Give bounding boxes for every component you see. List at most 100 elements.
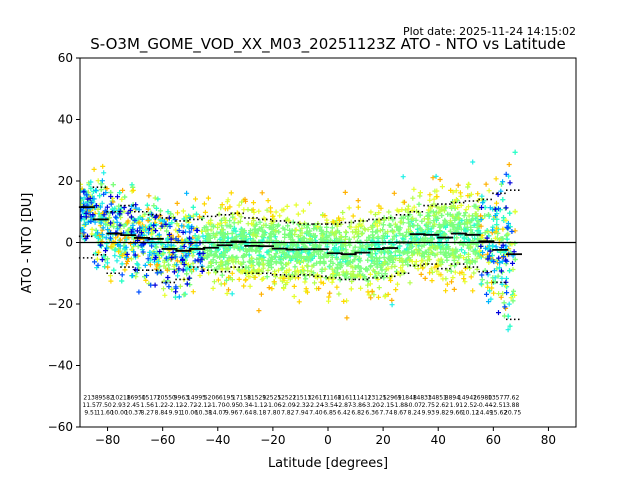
bin-annotation-value: -2.24 (308, 402, 324, 409)
x-tick-label: 80 (541, 433, 556, 447)
bin-annotation-value: 9.51 (84, 410, 98, 417)
bin-annotation-value: 10550 (157, 394, 176, 401)
bin-annotation-value: 16980 (473, 394, 492, 401)
bin-annotation-value: 12969 (383, 394, 402, 401)
bin-annotation-value: 2.93 (112, 402, 126, 409)
chart-title: S-O3M_GOME_VOD_XX_M03_20251123Z ATO - NT… (90, 35, 566, 54)
bin-annotation-value: 11529 (247, 394, 266, 401)
bin-annotation-value: 20.75 (504, 410, 521, 417)
bin-annotation-value: -3.20 (364, 402, 380, 409)
bin-annotation-value: -0.95 (224, 402, 240, 409)
x-tick-label: −60 (150, 433, 175, 447)
bin-annotation-value: 7.74 (379, 410, 393, 417)
bin-annotation-value: 10.00 (111, 410, 128, 417)
bin-annotation-value: -2.12 (196, 402, 212, 409)
bin-annotations: 2138 958210218169501517210550996314995520… (82, 394, 521, 416)
bin-annotation-value: -1.88 (392, 402, 408, 409)
x-tick-label: 60 (486, 433, 501, 447)
bin-annotation-value: 12617 (307, 394, 326, 401)
bin-annotation-value: -2.87 (336, 402, 352, 409)
bin-annotation-value: 10.37 (125, 410, 142, 417)
x-tick-label: 40 (431, 433, 446, 447)
bin-annotation-value: 8.24 (408, 410, 422, 417)
x-axis-label: Latitude [degrees] (268, 456, 388, 471)
x-tick-label: 20 (375, 433, 390, 447)
y-tick-label: 0 (65, 236, 73, 250)
bin-annotation-value: 8.67 (394, 410, 408, 417)
bin-annotation-value: 14.07 (209, 410, 226, 417)
bin-annotation-value: 0.34 (239, 402, 253, 409)
bin-annotation-value: 10.38 (195, 410, 212, 417)
bin-annotation-value: 2138 (83, 394, 98, 401)
plot-date: Plot date: 2025-11-24 14:15:02 (403, 25, 576, 38)
x-axis: −80 −60 −40 −20 0 20 40 60 80 (95, 427, 556, 447)
bin-annotation-value: 11611 (337, 394, 356, 401)
bin-annotation-value: 14.49 (476, 410, 493, 417)
bin-annotation-value: 14833 (413, 394, 432, 401)
bin-annotation-value: -2.09 (280, 402, 296, 409)
bin-annotation-value: 2.75 (422, 402, 436, 409)
bin-annotation-value: 6.82 (351, 410, 365, 417)
bin-annotation-value: 8.18 (253, 410, 267, 417)
bin-annotation-value: 2.62 (436, 402, 450, 409)
bin-annotation-value: -1.70 (210, 402, 226, 409)
bin-annotation-value: 7.82 (281, 410, 295, 417)
bin-annotation-value: 7.80 (267, 410, 281, 417)
bin-annotation-value: -0.44 (477, 402, 493, 409)
bin-annotation-value: -1.12 (252, 402, 268, 409)
bin-annotation-value: 11.60 (96, 410, 113, 417)
bin-annotation-value: -1.06 (266, 402, 282, 409)
bin-annotation-value: 1.91 (450, 402, 464, 409)
bin-annotation-value: 11.57 (82, 402, 99, 409)
y-tick-label: −60 (48, 420, 73, 434)
bin-annotation-value: 6.42 (337, 410, 351, 417)
bin-annotation-value: 2.52 (464, 402, 478, 409)
bin-annotation-value: 6.36 (365, 410, 379, 417)
bin-annotation-value: 17158 (232, 394, 251, 401)
bin-annotation-value: 7.40 (309, 410, 323, 417)
bin-annotation-value: 8.84 (155, 410, 169, 417)
bin-annotation-value: -0.07 (406, 402, 422, 409)
bin-annotation-value: 9.82 (436, 410, 450, 417)
bin-annotation-value: 8894 (445, 394, 460, 401)
bin-annotation-value: 11168 (322, 394, 341, 401)
bin-annotation-value: 12525 (262, 394, 281, 401)
bin-annotation-value: 1.56 (141, 402, 155, 409)
bin-annotation-value: 2.45 (127, 402, 141, 409)
y-tick-label: 60 (58, 51, 73, 65)
bin-annotation-value: 15172 (142, 394, 161, 401)
bin-annotation-value: 9.66 (450, 410, 464, 417)
x-tick-label: −40 (205, 433, 230, 447)
bin-annotation-value: 10218 (112, 394, 131, 401)
scatter-marker-group (80, 180, 517, 316)
bin-annotation-value: 9963 (174, 394, 189, 401)
bin-annotation-value: 5206 (204, 394, 219, 401)
bin-annotation-value: 3.88 (506, 402, 520, 409)
bin-annotation-value: 9.96 (225, 410, 239, 417)
bin-annotation-value: 12522 (277, 394, 296, 401)
bin-annotation-value: 7.94 (295, 410, 309, 417)
bin-annotation-value: 10.12 (462, 410, 479, 417)
y-tick-label: 20 (58, 174, 73, 188)
bin-annotation-value: 14851 (428, 394, 447, 401)
bin-annotation-value: 9.93 (422, 410, 436, 417)
bin-annotation-value: 10.06 (181, 410, 198, 417)
scatter-marker-group (80, 180, 518, 298)
bin-annotation-value: 11848 (398, 394, 417, 401)
x-tick-label: −20 (260, 433, 285, 447)
bin-annotation-value: 1.22 (155, 402, 169, 409)
y-tick-label: −20 (48, 297, 73, 311)
bin-annotation-value: 16950 (127, 394, 146, 401)
y-tick-label: 40 (58, 113, 73, 127)
bin-annotation-value: 13125 (368, 394, 387, 401)
bin-annotation-value: 15.62 (490, 410, 507, 417)
bin-annotation-value: -2.15 (378, 402, 394, 409)
bin-annotation-value: 14942 (458, 394, 477, 401)
bin-annotation-value: 11513 (292, 394, 311, 401)
bin-annotation-value: 11412 (353, 394, 372, 401)
bin-annotation-value: 6195 (219, 394, 234, 401)
x-tick-label: 0 (324, 433, 332, 447)
bin-annotation-value: 9.91 (169, 410, 183, 417)
bin-annotation-value: 13577 (488, 394, 507, 401)
y-axis: −60 −40 −20 0 20 40 60 (48, 51, 80, 434)
